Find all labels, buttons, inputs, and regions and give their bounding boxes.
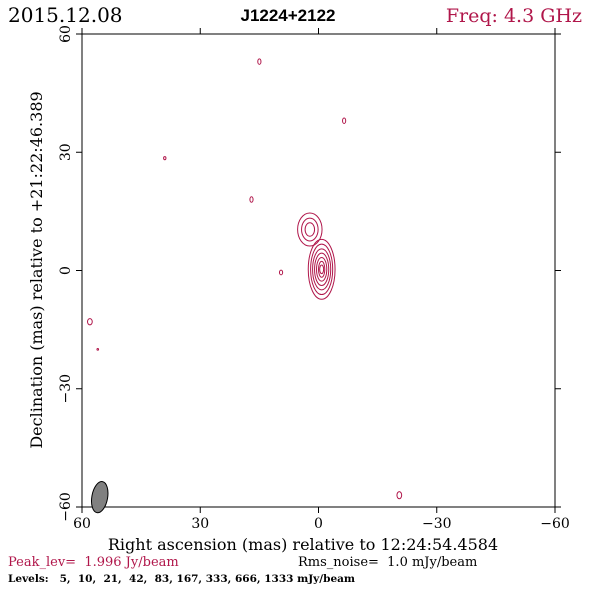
x-axis-label: Right ascension (mas) relative to 12:24:… — [108, 535, 498, 554]
x-tick-label: −60 — [540, 516, 570, 532]
contour-line — [319, 264, 325, 275]
contour-line — [316, 256, 328, 282]
contour-line — [307, 238, 336, 300]
contour-line — [278, 269, 284, 276]
contour-line — [312, 248, 332, 291]
y-tick-label: −60 — [58, 492, 74, 522]
contour-layer — [87, 58, 403, 500]
y-tick-label: 30 — [58, 143, 74, 161]
axis-ticks — [76, 28, 561, 513]
x-tick-label: 60 — [73, 516, 91, 532]
beam-layer — [91, 481, 109, 514]
contour-line — [342, 117, 347, 124]
beam-ellipse — [91, 481, 109, 514]
y-tick-label: 0 — [58, 266, 74, 275]
peak-level: Peak_lev= 1.996 Jy/beam — [8, 555, 179, 570]
contour-line — [297, 212, 323, 247]
y-tick-label: −30 — [58, 374, 74, 404]
y-axis-label: Declination (mas) relative to +21:22:46.… — [27, 91, 46, 448]
x-tick-label: −30 — [422, 516, 452, 532]
source-component-core — [307, 238, 336, 300]
source-component-noise — [342, 117, 347, 124]
contour-line — [257, 58, 262, 65]
contour-line — [96, 348, 100, 351]
contour-line — [87, 318, 93, 326]
contour-levels: Levels: 5, 10, 21, 42, 83, 167, 333, 666… — [8, 573, 355, 585]
contour-line — [301, 217, 319, 242]
source-component-noise — [87, 318, 93, 326]
x-tick-labels: 60 30 0 −30 −60 — [73, 516, 570, 532]
source-component-noise — [257, 58, 262, 65]
y-tick-labels: −60 −30 0 30 60 — [58, 25, 74, 522]
source-component-noise — [163, 156, 167, 161]
frequency-label: Freq: 4.3 GHz — [446, 5, 582, 27]
contour-line — [314, 252, 330, 286]
source-component-jet — [297, 212, 323, 247]
x-tick-label: 0 — [314, 516, 323, 532]
source-component-noise — [278, 269, 284, 276]
y-tick-label: 60 — [58, 25, 74, 43]
observation-date: 2015.12.08 — [8, 3, 123, 27]
contour-line — [318, 260, 326, 278]
contour-line — [310, 243, 334, 296]
contour-line — [304, 222, 316, 237]
rms-noise: Rms_noise= 1.0 mJy/beam — [298, 555, 477, 570]
contour-line — [249, 196, 254, 203]
x-tick-label: 30 — [191, 516, 209, 532]
source-component-noise — [249, 196, 254, 203]
contour-line — [163, 156, 167, 161]
contour-line — [396, 491, 403, 500]
source-component-noise — [96, 348, 100, 351]
source-name: J1224+2122 — [240, 6, 335, 25]
source-component-noise — [396, 491, 403, 500]
